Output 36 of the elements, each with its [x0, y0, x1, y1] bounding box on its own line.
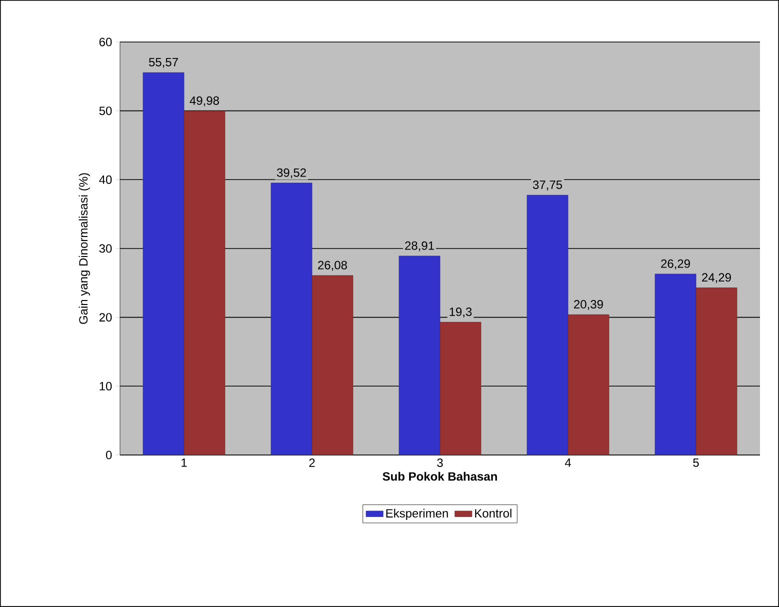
- data-label: 26,08: [318, 260, 347, 271]
- bar: [440, 322, 482, 455]
- y-tick-label: 40: [99, 175, 112, 184]
- data-label: 49,98: [190, 96, 219, 106]
- legend-label: Eksperimen: [386, 508, 448, 520]
- x-tick-label: 2: [309, 458, 315, 467]
- data-label: 19,3: [450, 308, 472, 318]
- x-tick-label: 5: [693, 458, 699, 467]
- data-label: 55,57: [148, 58, 178, 68]
- bar: [526, 194, 568, 455]
- data-label: 26,29: [661, 259, 690, 270]
- data-label: 28,91: [405, 241, 434, 252]
- y-tick-label: 10: [100, 382, 112, 390]
- bar: [696, 288, 738, 455]
- bar: [184, 110, 226, 455]
- bar: [312, 275, 354, 455]
- bar: [270, 182, 312, 455]
- legend-label: Kontrol: [475, 508, 512, 518]
- data-label: 24,29: [702, 273, 731, 284]
- data-label: 37,75: [532, 180, 562, 190]
- bar: [142, 72, 184, 455]
- y-tick-label: 60: [99, 38, 112, 46]
- y-tick-label: 50: [99, 106, 112, 116]
- x-tick-label: 4: [564, 458, 571, 467]
- x-tick-label: 1: [182, 458, 187, 467]
- bar: [398, 256, 440, 455]
- data-label: 20,39: [574, 300, 603, 310]
- y-axis-title: Gain yang Dinormalisasi (%): [78, 173, 90, 324]
- data-label: 39,52: [276, 168, 306, 178]
- x-tick-label: 3: [437, 458, 443, 468]
- bar: [568, 314, 610, 455]
- y-tick-label: 30: [99, 244, 112, 253]
- x-axis-title: Sub Pokok Bahasan: [382, 472, 497, 481]
- y-tick-label: 20: [99, 313, 112, 322]
- bar: [654, 274, 696, 455]
- y-tick-label: 0: [106, 450, 112, 460]
